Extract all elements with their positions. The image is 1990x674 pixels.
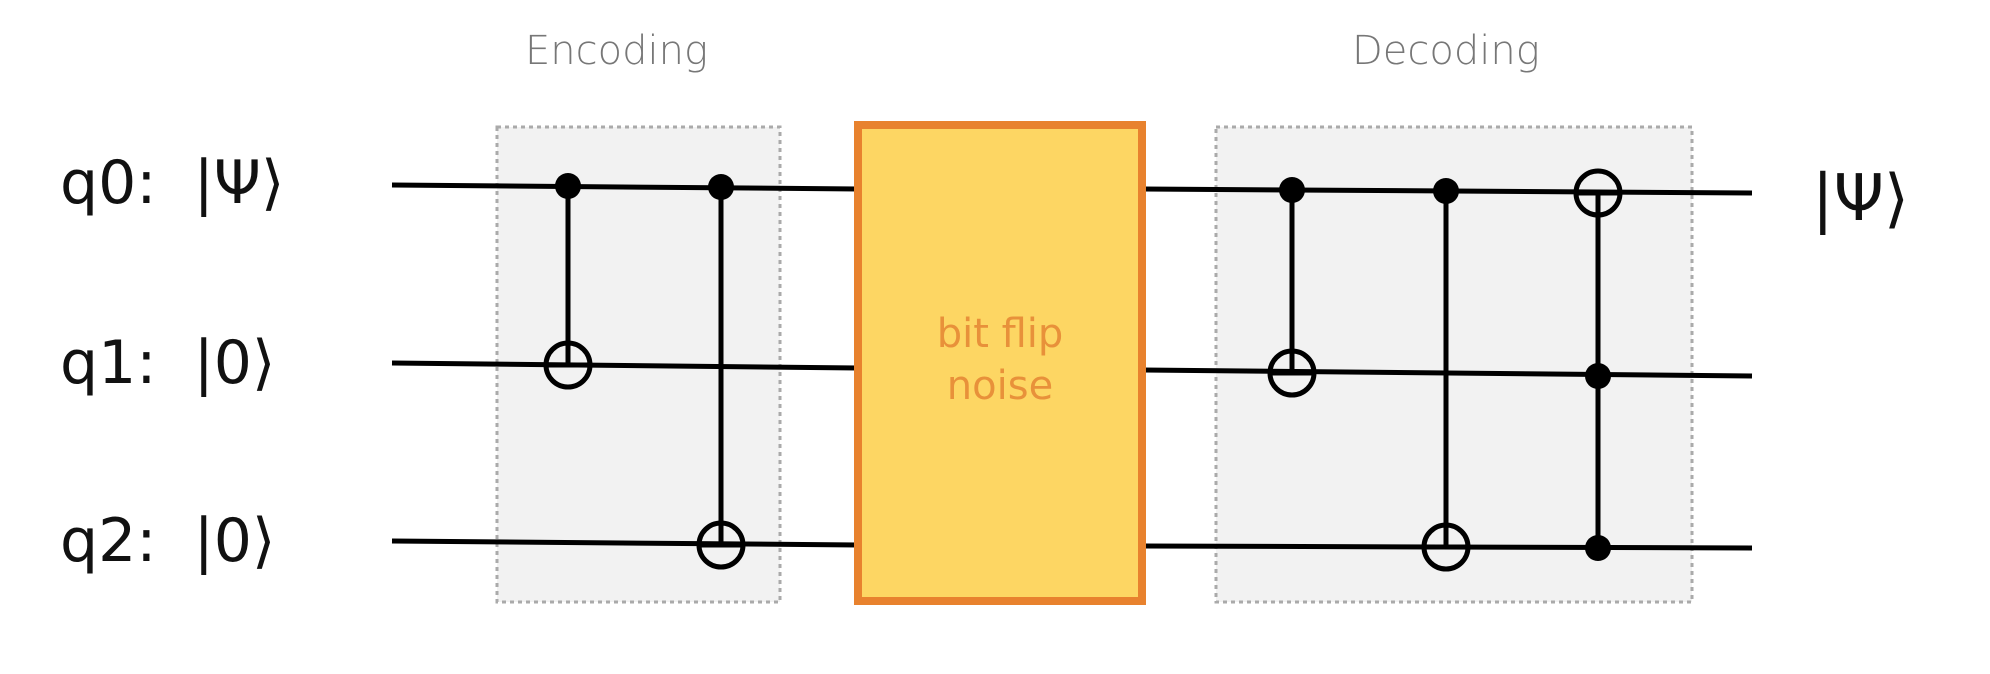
qubit-label-q2: q2: |0⟩ [60,506,275,576]
control-dot [1433,178,1459,204]
control-dot [1585,363,1611,389]
noise-label-line1: bit flip [936,311,1064,357]
wire-q2-left [391,538,859,548]
toffoli-decoding [1573,168,1623,561]
control-dot [555,173,581,199]
cnot-decoding-q0-q2 [1421,178,1471,572]
wire-q0-left [391,182,859,192]
cnot-decoding-q0-q1 [1267,177,1317,398]
cnot-encoding-q0-q2 [696,174,746,570]
output-state: |Ψ⟩ [1812,162,1909,236]
qubit-state: |Ψ⟩ [193,148,285,218]
qubit-label-q0: q0: |Ψ⟩ [60,148,284,218]
control-dot [1279,177,1305,203]
decoding-title: Decoding [1352,28,1540,74]
qubit-name: q1: [60,328,157,398]
noise-label: bit flip noise [858,308,1142,412]
noise-label-line2: noise [946,363,1054,409]
qubit-name: q2: [60,506,157,576]
wire-q1-left [391,360,859,371]
qubit-state: |0⟩ [193,328,276,398]
cnot-encoding-q0-q1 [543,173,593,390]
encoding-title: Encoding [525,28,708,74]
bit-flip-noise-box [854,121,1146,605]
qubit-state: |0⟩ [193,506,276,576]
control-dot [1585,535,1611,561]
control-dot [708,174,734,200]
qubit-label-q1: q1: |0⟩ [60,328,275,398]
qubit-name: q0: [60,148,157,218]
